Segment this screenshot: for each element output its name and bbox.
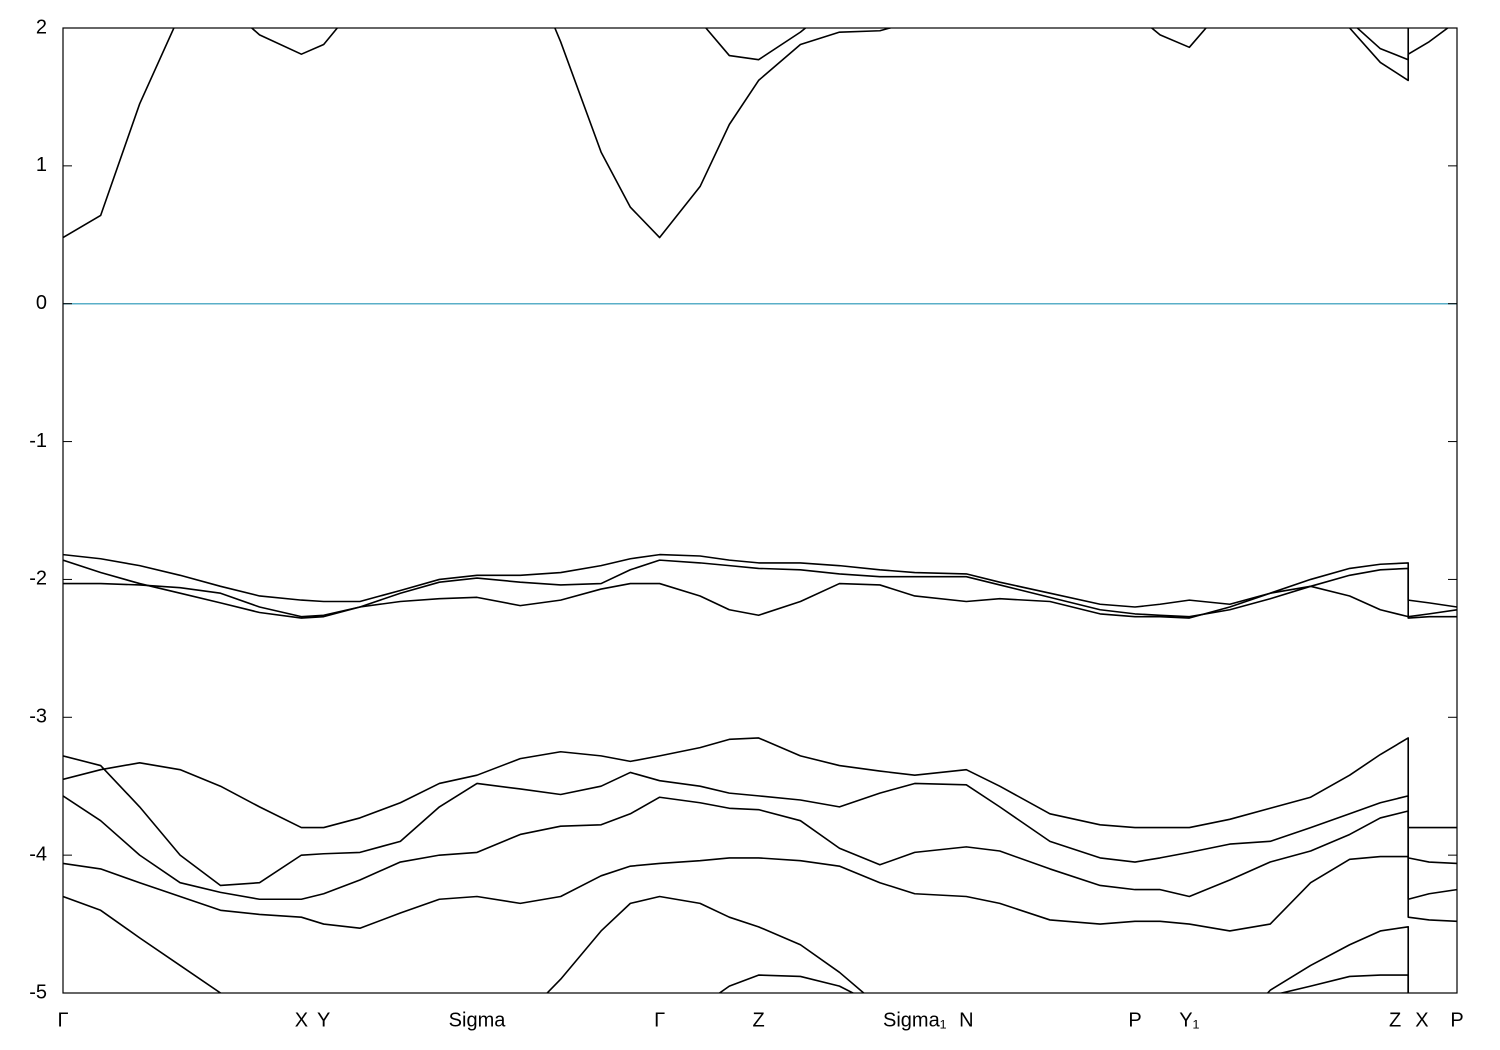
band-line [704,28,1410,61]
band-line [63,795,1457,901]
x-tick-label: Γ [654,1009,665,1031]
band-line [63,28,1450,239]
band-line [718,974,1410,993]
y-tick-label: 0 [36,292,47,314]
x-tick-label: Y [317,1009,330,1031]
x-tick-label: Y₁ [1179,1009,1199,1031]
x-tick-label: Z [752,1009,764,1031]
x-tick-label: Γ [57,1009,68,1031]
y-tick-label: -3 [29,706,47,728]
y-tick-label: -1 [29,430,47,452]
y-tick-label: -2 [29,568,47,590]
x-tick-label: Sigma₁ [883,1009,947,1031]
x-tick-label: Z [1389,1009,1401,1031]
y-tick-label: 2 [36,16,47,38]
x-tick-label: P [1450,1009,1463,1031]
band-line [63,559,1457,619]
y-tick-label: -5 [29,981,47,1003]
x-tick-label: Sigma [449,1009,507,1031]
band-line [63,737,1457,829]
band-line [63,553,1457,608]
x-tick-label: X [1415,1009,1428,1031]
x-tick-label: N [959,1009,973,1031]
band-line [63,895,1410,993]
band-line [63,755,1457,887]
band-line [63,582,1457,619]
y-tick-label: 1 [36,154,47,176]
x-tick-label: X [295,1009,308,1031]
y-tick-label: -4 [29,843,47,865]
plot-frame [62,27,1458,994]
band-line [63,855,1457,932]
x-tick-label: P [1128,1009,1141,1031]
plot-area [63,28,1457,993]
